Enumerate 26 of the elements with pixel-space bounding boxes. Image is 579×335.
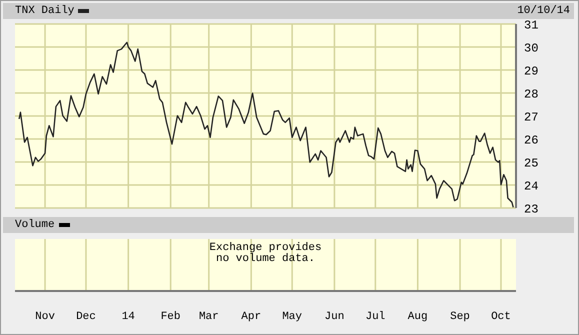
y2-tick-label: 24 (524, 179, 538, 194)
text: Volume (15, 219, 55, 231)
x-tick-label: May (282, 310, 302, 323)
y2-tick-label: 23 (524, 202, 538, 216)
y2-tick-label: 27 (524, 110, 538, 124)
x-tick-label: Sep (450, 310, 470, 323)
y2-tick-label: 31 (524, 18, 538, 32)
y2-tick-label: 28 (524, 87, 538, 102)
legend-label: TNX Daily (15, 5, 74, 17)
y2-tick-label: 25 (524, 156, 538, 170)
text: 10/10/14 (517, 5, 570, 17)
x-tick-label: Aug (408, 310, 428, 323)
x-tick-label: Feb (160, 310, 181, 323)
y2-tick-label: 26 (524, 133, 538, 148)
x-tick-label: Jun (324, 310, 344, 323)
x-tick-label: 14 (122, 310, 136, 323)
y2-tick-label: 29 (524, 64, 538, 78)
x-tick-label: Oct (491, 310, 511, 323)
text: Exchange provides no volume data. (208, 242, 323, 265)
x-tick-label: Dec (76, 310, 96, 323)
x-tick-label: Apr (241, 310, 262, 323)
x-tick-label: Nov (35, 310, 56, 323)
x-tick-label: Mar (198, 310, 219, 323)
x-tick-label: Jul (365, 310, 386, 323)
line-series (18, 42, 514, 208)
y2-tick-label: 30 (524, 41, 538, 56)
